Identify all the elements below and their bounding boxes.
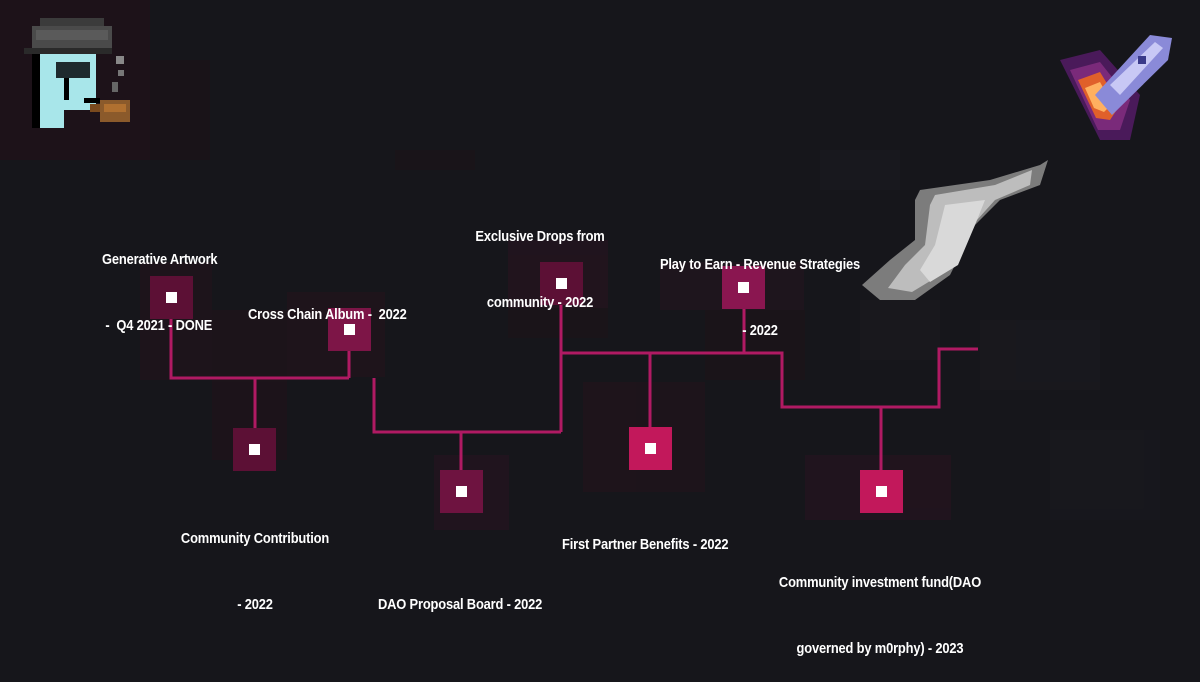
node-play-to-earn xyxy=(722,266,765,309)
connector-lines xyxy=(169,305,978,470)
label-community-contribution: Community Contribution - 2022 xyxy=(180,530,330,613)
node-generative-artwork xyxy=(150,276,193,319)
node-exclusive-drops xyxy=(540,262,583,305)
label-generative-artwork: Generative Artwork - Q4 2021 - DONE xyxy=(102,251,218,334)
milestone-nodes xyxy=(150,262,903,513)
node-community-contribution xyxy=(233,428,276,471)
node-cross-chain-album xyxy=(328,308,371,351)
pixel-rocket-icon xyxy=(1060,35,1172,140)
roadmap-diagram xyxy=(24,18,1172,530)
label-exclusive-drops: Exclusive Drops from community - 2022 xyxy=(475,228,605,311)
pixel-character-icon xyxy=(24,18,130,128)
label-dao-proposal-board: DAO Proposal Board - 2022 xyxy=(378,596,543,613)
pixel-smoke-cloud xyxy=(862,160,1048,300)
node-community-investment-fund xyxy=(860,470,903,513)
label-first-partner-benefits: First Partner Benefits - 2022 xyxy=(562,536,729,553)
label-play-to-earn: Play to Earn - Revenue Strategies - 2022 xyxy=(659,256,861,339)
node-dao-proposal-board xyxy=(440,470,483,513)
node-first-partner-benefits xyxy=(629,427,672,470)
label-cross-chain-album: Cross Chain Album - 2022 xyxy=(248,306,407,323)
label-community-investment-fund: Community investment fund(DAO governed b… xyxy=(778,574,982,657)
background-blocks xyxy=(434,240,951,530)
